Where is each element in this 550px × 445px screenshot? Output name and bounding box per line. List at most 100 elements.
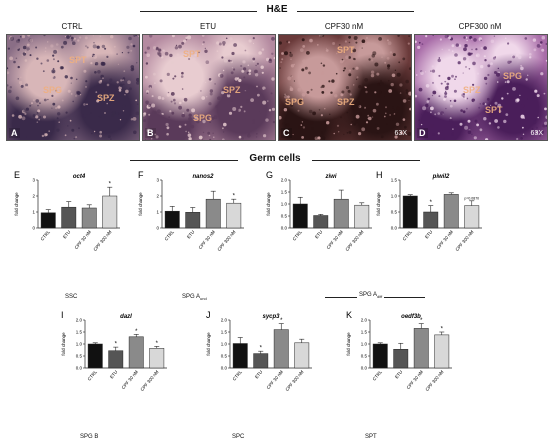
panel-letter: D	[417, 128, 428, 138]
chart-y-tick-label: 1.5	[391, 178, 398, 183]
chart-significance-label: p=0.0870	[464, 196, 479, 200]
chart-bar	[354, 204, 370, 229]
caption-spt: SPT	[365, 434, 377, 440]
chart-panel-letter: I	[61, 310, 64, 320]
chart-y-tick-label: 1.0	[76, 342, 83, 347]
chart-bar	[164, 210, 180, 229]
chart-category-label: CPF 300 nM	[139, 369, 159, 392]
chart-y-tick-label: 0.5	[391, 210, 398, 215]
caption-spg-adiff-main: SPG A	[359, 292, 378, 298]
chart-significance-label: *	[441, 327, 444, 333]
chart-y-tick-label: 0.0	[221, 366, 228, 371]
chart-panel-letter: F	[138, 170, 144, 180]
chart-bar	[232, 343, 248, 369]
region-label-spt: SPT	[183, 49, 201, 59]
chart-bar	[443, 194, 459, 229]
chart-bar	[87, 343, 103, 369]
chart-bar	[294, 342, 310, 369]
chart-category-label: CTRL	[292, 229, 304, 242]
region-label-spz: SPZ	[223, 85, 241, 95]
germ-title: Germ cells	[249, 153, 301, 164]
chart-bar	[128, 336, 144, 369]
chart-category-label: CPF 30 nM	[406, 369, 425, 390]
chart-category-label: CPF 30 nM	[74, 229, 93, 250]
chart-significance-label: *	[280, 318, 283, 324]
chart-category-label: CPF 30 nM	[436, 229, 455, 250]
he-title: H&E	[266, 4, 288, 15]
region-label-spt: SPT	[485, 105, 503, 115]
region-label-spg: SPG	[503, 71, 523, 81]
chart-y-tick-label: 2.0	[281, 178, 288, 183]
chart-y-tick-label: 1.0	[361, 342, 368, 347]
chart-bar	[253, 353, 269, 369]
caption-spg-aund-sub: und	[200, 296, 207, 302]
caption-spg-aund-main: SPG A	[182, 294, 201, 300]
magnification-label: 63X	[530, 130, 543, 137]
chart-category-label: CPF 300 nM	[92, 229, 112, 252]
region-label-spt: SPT	[337, 45, 355, 55]
chart-y-axis-label: fold change	[266, 192, 271, 216]
chart-y-tick-label: 1.5	[361, 330, 368, 335]
chart-y-tick-label: 1	[32, 210, 35, 215]
region-label-spt: SPT	[69, 55, 87, 65]
panel-label-cpf30: CPF30 nM	[324, 22, 364, 31]
region-label-spg: SPG	[43, 85, 63, 95]
chart-y-tick-label: 1	[156, 210, 159, 215]
chart-bar	[413, 328, 429, 369]
chart-category-label: CPF 300 nM	[216, 229, 236, 252]
chart-y-tick-label: 0.5	[221, 354, 228, 359]
caption-spg-adiff-sub: diff	[377, 294, 383, 300]
he-title-rule-left	[140, 11, 257, 12]
chart-y-tick-label: 1.5	[281, 190, 288, 195]
chart-category-label: CTRL	[164, 229, 176, 242]
chart-panel-letter: J	[206, 310, 211, 320]
magnification-label: 63X	[394, 130, 407, 137]
chart-category-label: CPF 30 nM	[326, 229, 345, 250]
region-label-spg: SPG	[193, 113, 213, 123]
chart-y-tick-label: 2	[32, 194, 35, 199]
chart-bar	[464, 205, 480, 229]
panel-label-cpf300: CPF300 nM	[458, 22, 502, 31]
germ-title-rule-right	[312, 160, 420, 161]
caption-spc: SPC	[232, 434, 245, 440]
chart-y-tick-label: 0	[156, 226, 159, 231]
region-label-spz: SPZ	[337, 97, 355, 107]
chart-category-label: CPF 300 nM	[284, 369, 304, 392]
chart-bar	[313, 215, 329, 229]
chart-y-tick-label: 0.0	[361, 366, 368, 371]
chart-y-tick-label: 3	[156, 178, 159, 183]
micrograph-panel-b: SPT SPZ SPG B	[142, 34, 276, 141]
chart-bar	[372, 343, 388, 369]
chart-panel-letter: E	[14, 170, 20, 180]
chart-y-tick-label: 1.0	[281, 202, 288, 207]
chart-y-tick-label: 2.0	[221, 318, 228, 323]
chart-y-axis-label: fold change	[61, 332, 66, 356]
micrograph-panel-c: SPT SPG SPZ C 63X	[278, 34, 412, 141]
chart-gene-title: piwil2	[432, 174, 450, 180]
panel-letter: A	[9, 128, 20, 138]
chart-category-label: CTRL	[40, 229, 52, 242]
chart-bar	[292, 203, 308, 229]
chart-bar	[40, 212, 56, 229]
chart-gene-title: sycp3	[262, 314, 280, 320]
panel-label-ctrl: CTRL	[61, 22, 83, 31]
chart-panel-letter: H	[376, 170, 383, 180]
chart-bar	[102, 195, 118, 229]
chart-significance-label: *	[135, 329, 138, 335]
chart-significance-label: *	[115, 342, 118, 348]
chart-y-tick-label: 0	[32, 226, 35, 231]
chart-category-label: ETU	[109, 369, 119, 379]
chart-gene-title: dazl	[120, 314, 132, 320]
chart-gene-title: oct4	[73, 174, 86, 180]
chart-bar	[273, 329, 289, 369]
panel-letter: B	[145, 128, 156, 138]
he-title-rule-right	[297, 11, 414, 12]
chart-category-label: CPF 30 nM	[266, 369, 285, 390]
chart-y-axis-label: fold change	[206, 332, 211, 356]
chart-significance-label: *	[420, 318, 423, 324]
chart-category-label: CPF 300 nM	[424, 369, 444, 392]
chart-y-tick-label: 0.0	[391, 226, 398, 231]
chart-category-label: ETU	[254, 369, 264, 379]
chart-y-tick-label: 0.5	[361, 354, 368, 359]
